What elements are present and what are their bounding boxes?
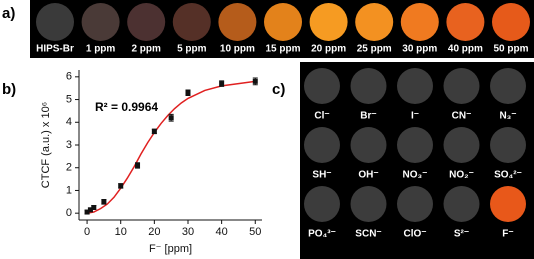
ion-label: F⁻ xyxy=(502,229,513,240)
ion-well xyxy=(350,68,387,104)
sample-label: 50 ppm xyxy=(493,44,528,55)
data-point xyxy=(91,205,97,210)
x-tick-label: 40 xyxy=(216,226,228,238)
sample-label: 1 ppm xyxy=(86,44,116,55)
sample-well xyxy=(492,3,530,41)
ion-well xyxy=(397,127,433,163)
sample-well xyxy=(446,3,485,41)
sample-label: 30 ppm xyxy=(402,44,437,55)
ion-well xyxy=(490,127,526,163)
ion-well xyxy=(443,186,480,222)
y-tick-label: 2 xyxy=(66,162,72,174)
y-tick-label: 0 xyxy=(66,207,72,219)
ion-label: I⁻ xyxy=(411,111,419,122)
panel-label: b) xyxy=(2,81,16,98)
x-axis-label: F⁻ [ppm] xyxy=(149,243,192,255)
sample-label: 15 ppm xyxy=(265,44,300,55)
sample-label: HIPS-Br xyxy=(36,44,74,55)
ion-well xyxy=(350,127,387,163)
ion-label: OH⁻ xyxy=(358,170,378,181)
data-point xyxy=(135,162,141,168)
ion-well xyxy=(397,68,433,104)
data-point xyxy=(151,128,157,134)
y-tick-label: 1 xyxy=(66,184,72,196)
ion-well xyxy=(350,186,387,222)
sample-well xyxy=(400,3,439,41)
x-tick-label: 50 xyxy=(249,226,261,238)
ion-well xyxy=(443,127,480,163)
ion-well xyxy=(304,186,340,222)
data-point xyxy=(87,207,93,213)
panel-label: a) xyxy=(2,5,15,22)
ion-label: ClO⁻ xyxy=(403,229,426,240)
annotation: R² = 0.9964 xyxy=(95,100,158,114)
ion-label: SH⁻ xyxy=(312,170,331,181)
panel-label: c) xyxy=(272,81,285,98)
ion-well xyxy=(304,68,340,104)
ion-label: SO₄²⁻ xyxy=(494,170,522,181)
data-point xyxy=(118,183,124,189)
y-tick-label: 4 xyxy=(66,116,72,128)
sample-label: 25 ppm xyxy=(357,44,392,55)
ion-well xyxy=(490,68,526,104)
x-tick-label: 30 xyxy=(182,226,194,238)
ion-label: PO₄³⁻ xyxy=(308,229,336,240)
sample-label: 2 ppm xyxy=(131,44,161,55)
ion-label: Br⁻ xyxy=(360,111,376,122)
ion-label: NO₂⁻ xyxy=(449,170,474,181)
x-tick-label: 10 xyxy=(115,226,127,238)
ion-label: NO₃⁻ xyxy=(403,170,428,181)
ion-well xyxy=(304,127,340,163)
ion-label: SCN⁻ xyxy=(355,229,381,240)
sample-well xyxy=(355,3,394,41)
sample-label: 40 ppm xyxy=(448,44,483,55)
ion-well xyxy=(397,186,433,222)
y-tick-label: 5 xyxy=(66,93,72,105)
ion-label: S²⁻ xyxy=(454,229,469,240)
y-axis-label: CTCF (a.u.) x 10⁶ xyxy=(40,102,52,188)
sample-well xyxy=(309,3,348,41)
sample-well xyxy=(172,3,211,41)
data-point xyxy=(219,81,225,87)
ion-well xyxy=(443,68,480,104)
sample-well xyxy=(264,3,302,41)
sample-well xyxy=(36,3,74,41)
sample-well xyxy=(81,3,120,41)
x-tick-label: 20 xyxy=(148,226,160,238)
ion-label: Cl⁻ xyxy=(314,111,329,122)
y-tick-label: 3 xyxy=(66,139,72,151)
data-point xyxy=(252,78,258,84)
data-point xyxy=(101,199,107,205)
data-point xyxy=(185,90,191,96)
fit-line xyxy=(86,80,256,214)
y-tick-label: 6 xyxy=(66,71,72,83)
sample-well xyxy=(127,3,166,41)
sample-label: 20 ppm xyxy=(311,44,346,55)
data-point xyxy=(84,209,90,215)
x-tick-label: 0 xyxy=(84,226,90,238)
data-point xyxy=(168,115,174,121)
sample-label: 5 ppm xyxy=(177,44,207,55)
ion-well xyxy=(490,186,526,222)
ion-label: N₃⁻ xyxy=(499,111,516,122)
ion-label: CN⁻ xyxy=(452,111,472,122)
sample-well xyxy=(218,3,257,41)
sample-label: 10 ppm xyxy=(220,44,255,55)
